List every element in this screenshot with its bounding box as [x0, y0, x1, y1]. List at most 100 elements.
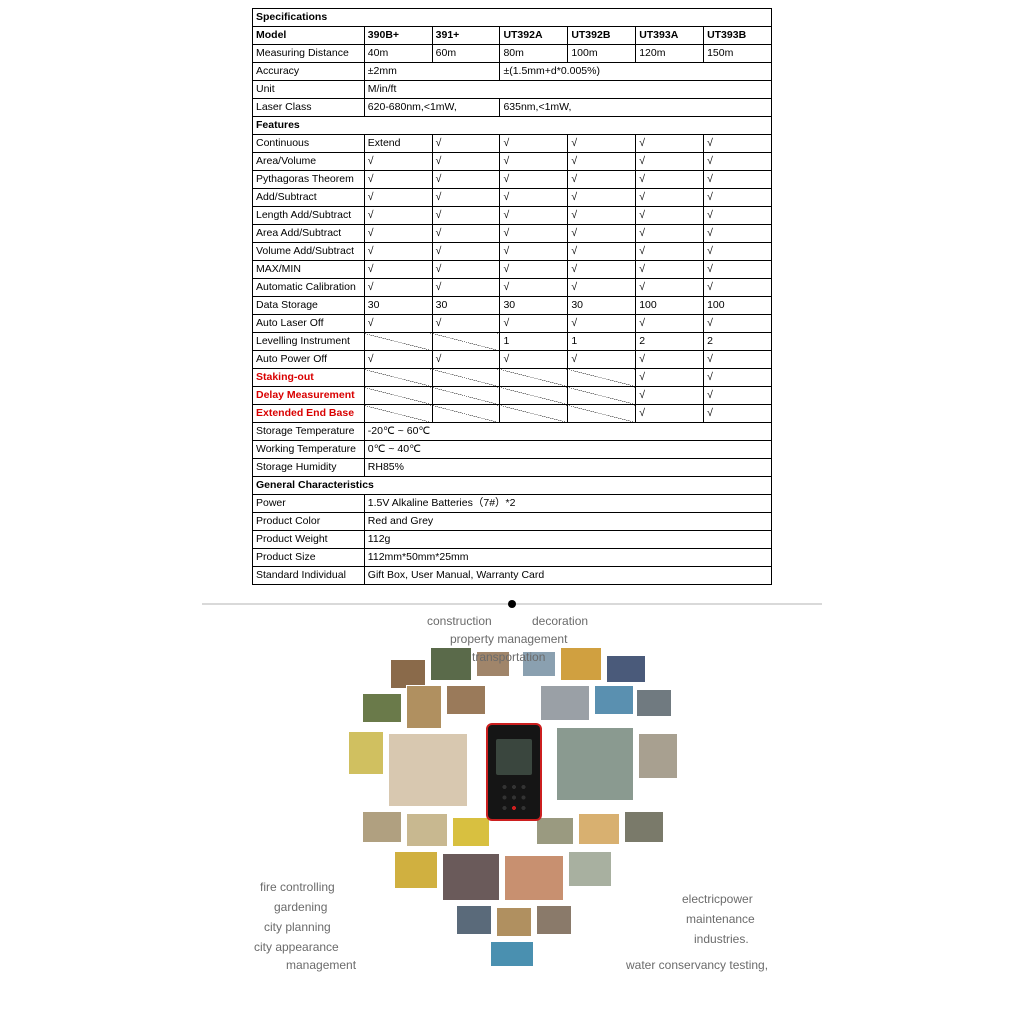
row-value: √: [704, 405, 772, 423]
row-value: [500, 369, 568, 387]
row-value: √: [500, 351, 568, 369]
row-value: Red and Grey: [364, 513, 771, 531]
row-value: [364, 387, 432, 405]
collage-thumbnail: [560, 647, 602, 681]
row-label: MAX/MIN: [253, 261, 365, 279]
row-value: 635nm,<1mW,: [500, 99, 772, 117]
row-value: [568, 405, 636, 423]
row-value: √: [500, 135, 568, 153]
collage-thumbnail: [362, 693, 402, 723]
row-label: Data Storage: [253, 297, 365, 315]
row-value: 120m: [636, 45, 704, 63]
row-value: √: [704, 243, 772, 261]
row-label: Continuous: [253, 135, 365, 153]
row-value: 30: [568, 297, 636, 315]
row-value: √: [432, 315, 500, 333]
row-value: [568, 369, 636, 387]
row-value: 1: [568, 333, 636, 351]
row-value: [364, 369, 432, 387]
row-value: √: [636, 279, 704, 297]
applications-collage: construction decoration property managemen…: [152, 611, 872, 1011]
row-label: Storage Humidity: [253, 459, 365, 477]
collage-thumbnail: [624, 811, 664, 843]
row-value: √: [364, 243, 432, 261]
row-value: √: [636, 189, 704, 207]
row-value: √: [500, 243, 568, 261]
section-divider: [202, 603, 822, 605]
row-value: √: [364, 171, 432, 189]
row-value: 1.5V Alkaline Batteries（7#）*2: [364, 495, 771, 513]
row-label: Working Temperature: [253, 441, 365, 459]
collage-thumbnail: [348, 731, 384, 775]
row-value: √: [636, 315, 704, 333]
row-value: Extend: [364, 135, 432, 153]
row-label: Product Color: [253, 513, 365, 531]
row-value: 112mm*50mm*25mm: [364, 549, 771, 567]
row-label: Measuring Distance: [253, 45, 365, 63]
row-value: √: [500, 315, 568, 333]
application-label: property management: [450, 631, 567, 647]
row-label: Product Size: [253, 549, 365, 567]
row-value: 2: [704, 333, 772, 351]
collage-thumbnail: [568, 851, 612, 887]
application-label: decoration: [532, 613, 588, 629]
row-label: Extended End Base: [253, 405, 365, 423]
collage-thumbnail: [442, 853, 500, 901]
row-value: √: [568, 279, 636, 297]
collage-thumbnail: [456, 905, 492, 935]
collage-thumbnail: [504, 855, 564, 901]
row-value: √: [500, 207, 568, 225]
row-value: √: [704, 207, 772, 225]
divider-dot: [508, 600, 516, 608]
collage-thumbnail: [388, 733, 468, 807]
row-value: √: [568, 315, 636, 333]
row-value: 620-680nm,<1mW,: [364, 99, 500, 117]
section-header: General Characteristics: [253, 477, 772, 495]
row-value: √: [432, 189, 500, 207]
application-label: water conservancy testing,: [626, 957, 768, 973]
row-value: √: [432, 261, 500, 279]
collage-thumbnail: [536, 905, 572, 935]
row-value: [364, 333, 432, 351]
row-value: √: [636, 261, 704, 279]
row-value: -20℃ ~ 60℃: [364, 423, 771, 441]
row-value: √: [636, 351, 704, 369]
collage-thumbnail: [636, 689, 672, 717]
row-value: 30: [364, 297, 432, 315]
product-device-icon: [486, 723, 542, 821]
row-value: RH85%: [364, 459, 771, 477]
row-value: [500, 405, 568, 423]
row-value: √: [568, 243, 636, 261]
section-header: Specifications: [253, 9, 772, 27]
row-value: √: [568, 189, 636, 207]
row-value: 80m: [500, 45, 568, 63]
collage-thumbnail: [540, 685, 590, 721]
application-label: fire controlling: [260, 879, 335, 895]
application-label: construction: [427, 613, 492, 629]
collage-thumbnail: [490, 941, 534, 967]
header-model: UT392A: [500, 27, 568, 45]
row-value: 100m: [568, 45, 636, 63]
row-value: 112g: [364, 531, 771, 549]
row-label: Standard Individual: [253, 567, 365, 585]
row-value: √: [500, 153, 568, 171]
row-value: √: [500, 189, 568, 207]
row-value: √: [636, 369, 704, 387]
row-value: Gift Box, User Manual, Warranty Card: [364, 567, 771, 585]
collage-thumbnail: [362, 811, 402, 843]
row-value: √: [636, 387, 704, 405]
row-value: √: [500, 225, 568, 243]
application-label: industries.: [694, 931, 749, 947]
row-value: √: [568, 225, 636, 243]
row-value: √: [500, 171, 568, 189]
row-value: √: [432, 207, 500, 225]
row-value: √: [568, 207, 636, 225]
row-value: √: [636, 153, 704, 171]
application-label: gardening: [274, 899, 327, 915]
collage-thumbnail: [406, 813, 448, 847]
collage-thumbnail: [452, 817, 490, 847]
row-value: √: [704, 171, 772, 189]
row-value: √: [704, 351, 772, 369]
row-value: √: [704, 387, 772, 405]
row-label: Unit: [253, 81, 365, 99]
